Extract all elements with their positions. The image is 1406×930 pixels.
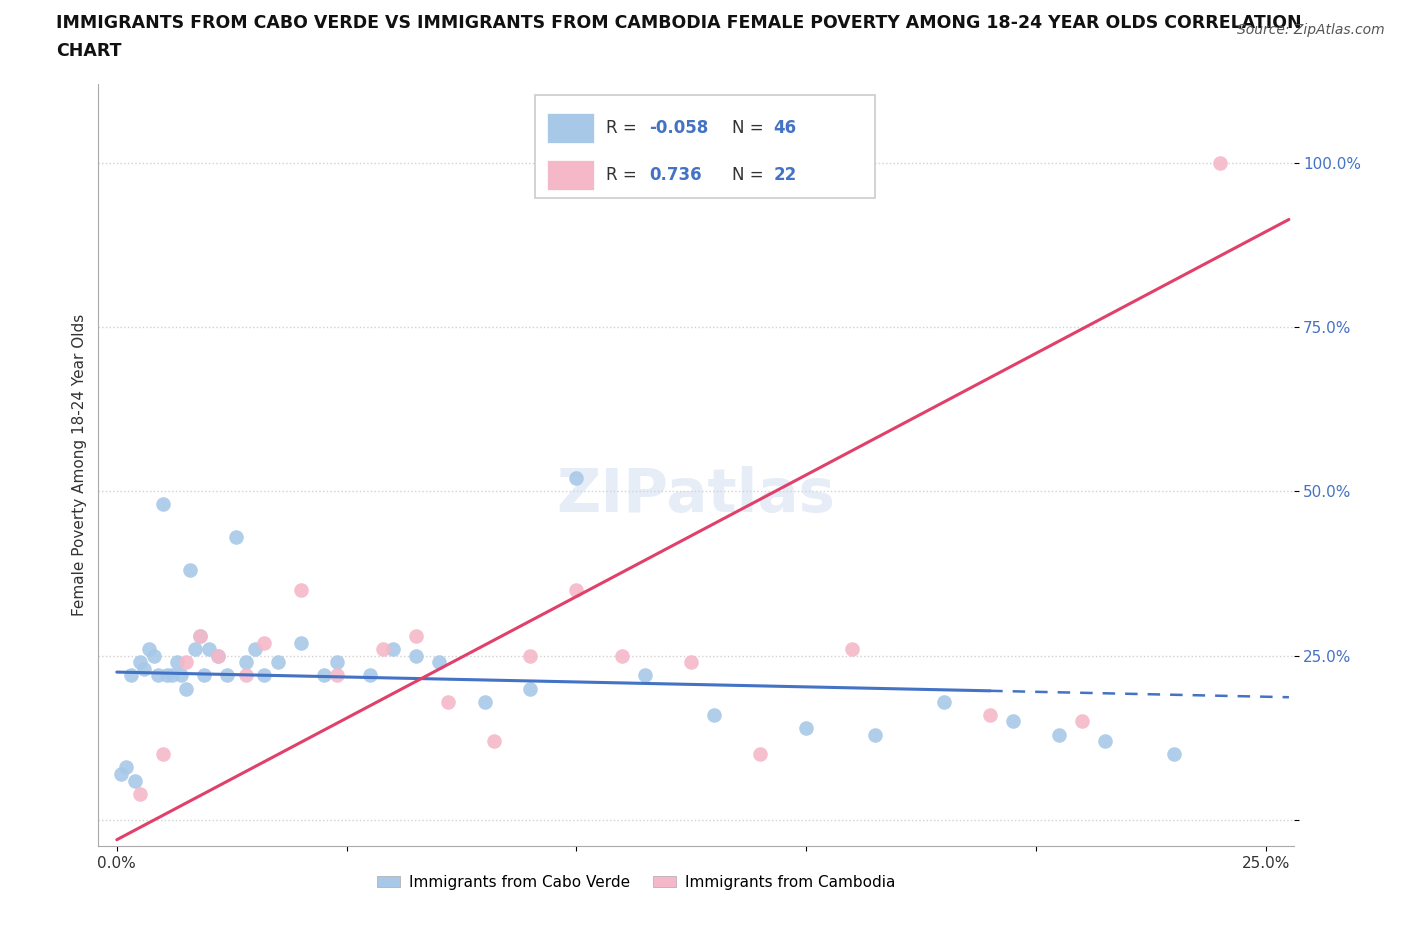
- Point: [979, 708, 1001, 723]
- Point: [565, 471, 588, 485]
- Point: [865, 727, 887, 742]
- FancyBboxPatch shape: [547, 160, 595, 191]
- Point: [612, 648, 634, 663]
- Point: [207, 648, 229, 663]
- Text: N =: N =: [733, 119, 769, 137]
- Point: [160, 668, 183, 683]
- Point: [373, 642, 395, 657]
- Point: [179, 563, 201, 578]
- Point: [703, 708, 725, 723]
- Point: [381, 642, 404, 657]
- Point: [207, 648, 229, 663]
- Point: [1094, 734, 1116, 749]
- Point: [1209, 155, 1232, 170]
- Text: IMMIGRANTS FROM CABO VERDE VS IMMIGRANTS FROM CAMBODIA FEMALE POVERTY AMONG 18-2: IMMIGRANTS FROM CABO VERDE VS IMMIGRANTS…: [56, 14, 1302, 32]
- Point: [1163, 747, 1185, 762]
- Point: [170, 668, 193, 683]
- Point: [217, 668, 239, 683]
- Point: [267, 655, 290, 670]
- Point: [115, 760, 138, 775]
- Text: -0.058: -0.058: [650, 119, 709, 137]
- Point: [482, 734, 505, 749]
- Point: [124, 773, 146, 788]
- Point: [436, 694, 458, 709]
- Point: [312, 668, 335, 683]
- Point: [152, 497, 174, 512]
- Text: CHART: CHART: [56, 42, 122, 60]
- Point: [188, 629, 211, 644]
- Point: [749, 747, 772, 762]
- FancyBboxPatch shape: [547, 113, 595, 143]
- Point: [1071, 714, 1094, 729]
- Point: [634, 668, 657, 683]
- Text: N =: N =: [733, 166, 769, 184]
- Text: ZIPatlas: ZIPatlas: [557, 466, 835, 525]
- Point: [253, 668, 276, 683]
- Point: [519, 681, 541, 696]
- Text: R =: R =: [606, 166, 643, 184]
- Point: [174, 681, 197, 696]
- Point: [166, 655, 188, 670]
- Point: [474, 694, 496, 709]
- Point: [174, 655, 197, 670]
- Point: [253, 635, 276, 650]
- Point: [427, 655, 450, 670]
- Point: [359, 668, 381, 683]
- Legend: Immigrants from Cabo Verde, Immigrants from Cambodia: Immigrants from Cabo Verde, Immigrants f…: [371, 869, 901, 896]
- Text: R =: R =: [606, 119, 643, 137]
- Point: [152, 747, 174, 762]
- Point: [142, 648, 165, 663]
- Point: [235, 655, 257, 670]
- Point: [934, 694, 956, 709]
- Text: 22: 22: [773, 166, 797, 184]
- Point: [794, 721, 817, 736]
- Point: [326, 668, 349, 683]
- Point: [681, 655, 703, 670]
- Point: [110, 766, 132, 781]
- Point: [156, 668, 179, 683]
- Point: [519, 648, 541, 663]
- Point: [243, 642, 266, 657]
- Text: 46: 46: [773, 119, 797, 137]
- Point: [197, 642, 219, 657]
- Point: [188, 629, 211, 644]
- Point: [128, 786, 150, 801]
- Point: [134, 661, 156, 676]
- Point: [1002, 714, 1025, 729]
- Point: [120, 668, 142, 683]
- Point: [1047, 727, 1070, 742]
- Point: [128, 655, 150, 670]
- Point: [138, 642, 160, 657]
- Point: [841, 642, 863, 657]
- Point: [565, 582, 588, 597]
- Point: [290, 582, 312, 597]
- Point: [405, 648, 427, 663]
- FancyBboxPatch shape: [534, 95, 875, 198]
- Point: [326, 655, 349, 670]
- Point: [148, 668, 170, 683]
- Point: [184, 642, 207, 657]
- Point: [290, 635, 312, 650]
- Point: [235, 668, 257, 683]
- Point: [405, 629, 427, 644]
- Point: [193, 668, 215, 683]
- Text: Source: ZipAtlas.com: Source: ZipAtlas.com: [1237, 23, 1385, 37]
- Point: [225, 530, 247, 545]
- Text: 0.736: 0.736: [650, 166, 702, 184]
- Y-axis label: Female Poverty Among 18-24 Year Olds: Female Poverty Among 18-24 Year Olds: [72, 314, 87, 616]
